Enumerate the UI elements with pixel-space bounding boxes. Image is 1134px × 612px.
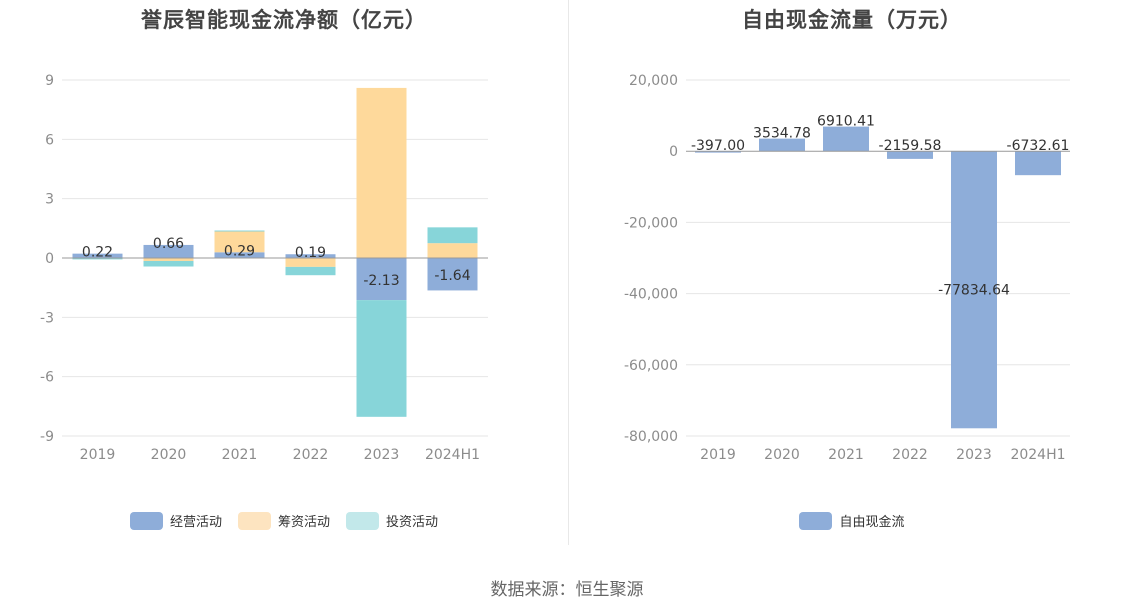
y-tick-label: -80,000 <box>624 429 678 445</box>
bar-free_cash_flow <box>823 126 869 152</box>
cash-flow-chart-title: 誉辰智能现金流净额（亿元） <box>141 8 427 32</box>
data-label: 0.29 <box>224 243 255 259</box>
bar-operating <box>427 258 478 291</box>
free-cash-flow-chart-title: 自由现金流量（万元） <box>742 8 962 32</box>
data-label: 6910.41 <box>817 114 875 130</box>
bar-financing <box>214 231 265 253</box>
data-label: -2159.58 <box>879 138 942 154</box>
cash-flow-legend: 经营活动 筹资活动 投资活动 <box>0 511 568 530</box>
bar-operating <box>285 254 336 258</box>
x-tick-label: 2019 <box>700 447 736 463</box>
bar-financing <box>143 258 194 261</box>
legend-item-investing[interactable]: 投资活动 <box>346 511 438 530</box>
bar-operating <box>214 252 265 258</box>
x-tick-label: 2023 <box>956 447 992 463</box>
data-label: 0.19 <box>295 245 326 261</box>
x-tick-label: 2022 <box>892 447 928 463</box>
y-tick-label: 3 <box>45 192 54 208</box>
y-tick-label: 0 <box>669 144 678 160</box>
y-tick-label: -6 <box>40 370 54 386</box>
bar-operating <box>72 253 123 258</box>
y-tick-label: 9 <box>45 73 54 89</box>
bar-free_cash_flow <box>951 151 997 429</box>
bar-financing <box>356 87 407 259</box>
data-label: 0.22 <box>82 245 113 261</box>
bar-operating <box>356 258 407 301</box>
data-label: 0.66 <box>153 236 184 252</box>
legend-swatch-free-cash-flow <box>799 511 833 530</box>
data-source-note: 数据来源：恒生聚源 <box>490 580 644 600</box>
x-tick-label: 2019 <box>80 447 116 463</box>
legend-swatch-investing <box>346 511 379 530</box>
legend-swatch-financing <box>237 511 271 530</box>
x-tick-label: 2021 <box>222 447 258 463</box>
legend-label-investing: 投资活动 <box>386 515 439 530</box>
free-cash-flow-chart-plot: 20,000 0 -20,000 -40,000 -60,000 -80,000 2019 2… <box>624 73 1070 463</box>
bar-investing <box>143 260 194 267</box>
data-label: -397.00 <box>691 138 745 154</box>
legend-swatch-operating <box>129 511 163 530</box>
data-label: 3534.78 <box>753 126 811 142</box>
bar-investing <box>285 266 336 276</box>
x-tick-label: 2021 <box>828 447 864 463</box>
data-label: -2.13 <box>363 273 399 289</box>
free-cash-flow-chart-panel: 自由现金流量（万元） 20,000 0 -20,000 -40,000 -60,000 -… <box>570 0 1134 560</box>
legend-label-operating: 经营活动 <box>169 515 222 530</box>
bar-financing <box>285 258 336 267</box>
x-tick-label: 2024H1 <box>425 447 480 463</box>
x-tick-label: 2022 <box>293 447 329 463</box>
legend-item-financing[interactable]: 筹资活动 <box>237 511 330 530</box>
bar-investing <box>214 230 265 232</box>
data-label: -77834.64 <box>938 283 1010 299</box>
y-tick-label: -3 <box>40 310 54 326</box>
bar-free_cash_flow <box>1015 151 1061 176</box>
y-tick-label: -40,000 <box>624 287 678 303</box>
cash-flow-chart-plot: 9 6 3 0 -3 -6 -9 2019 2020 2021 2022 2023 2024H1 0.22… <box>40 73 488 463</box>
bar-operating <box>143 244 194 258</box>
bar-free_cash_flow <box>759 138 805 152</box>
x-tick-label: 2024H1 <box>1010 447 1065 463</box>
cash-flow-chart-panel: 誉辰智能现金流净额（亿元） 9 6 3 0 -3 -6 -9 2019 2020 2021 2022… <box>0 0 568 560</box>
data-label: -1.64 <box>434 268 470 284</box>
y-tick-label: -20,000 <box>624 215 678 231</box>
bar-investing <box>72 258 123 260</box>
bar-investing <box>427 227 478 244</box>
legend-item-operating[interactable]: 经营活动 <box>129 511 222 530</box>
bar-free_cash_flow <box>695 151 741 153</box>
data-label: -6732.61 <box>1007 138 1070 154</box>
bar-free_cash_flow <box>887 151 933 159</box>
x-tick-label: 2020 <box>764 447 800 463</box>
x-tick-label: 2020 <box>151 447 187 463</box>
panel-divider <box>568 0 569 545</box>
free-cash-flow-legend: 自由现金流 <box>570 511 1134 530</box>
y-tick-label: -9 <box>40 429 54 445</box>
legend-label-free-cash-flow: 自由现金流 <box>839 515 905 530</box>
legend-item-free-cash-flow[interactable]: 自由现金流 <box>799 511 905 530</box>
y-tick-label: -60,000 <box>624 358 678 374</box>
bar-financing <box>427 243 478 258</box>
bar-investing <box>356 300 407 417</box>
y-tick-label: 20,000 <box>629 73 678 89</box>
legend-label-financing: 筹资活动 <box>277 515 330 530</box>
x-tick-label: 2023 <box>364 447 400 463</box>
y-tick-label: 0 <box>45 251 54 267</box>
y-tick-label: 6 <box>45 132 54 148</box>
